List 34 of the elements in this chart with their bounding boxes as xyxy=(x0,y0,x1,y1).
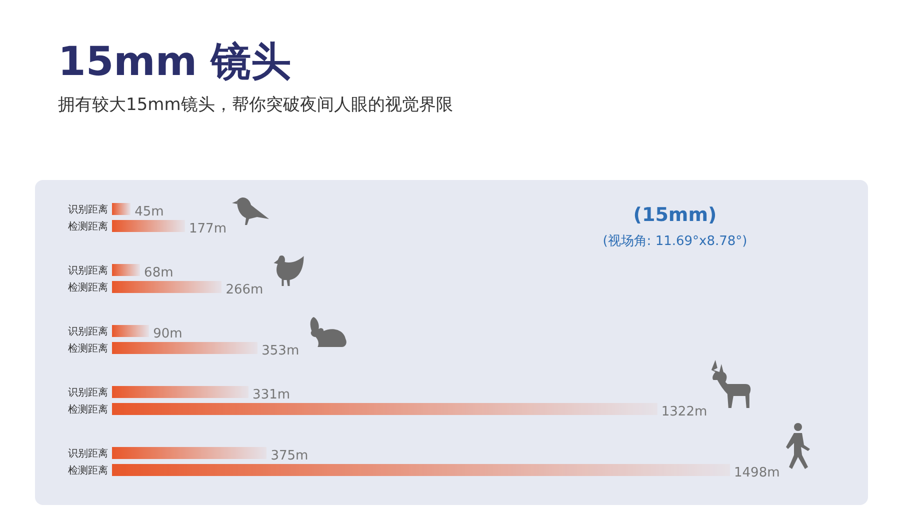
text: 检测距离 xyxy=(68,404,108,416)
text: 识别距离 xyxy=(68,388,108,398)
bar xyxy=(112,386,249,398)
bar xyxy=(112,220,186,232)
data-label: 45m xyxy=(134,204,164,220)
annotation: (视场角: 11.69°x8.78°) xyxy=(602,234,748,249)
chart-subtitle: 拥有较大15mm镜头，帮你突破夜间人眼的视觉界限 xyxy=(58,95,453,115)
data-label: 1498m xyxy=(734,466,780,481)
text: 识别距离 xyxy=(68,266,108,276)
data-label: 1322m xyxy=(661,404,708,420)
bar xyxy=(112,464,730,476)
data-label: 353m xyxy=(262,344,300,359)
chart-title: 15mm 镜头 xyxy=(58,39,291,85)
annotation: (15mm) xyxy=(633,204,717,226)
bar xyxy=(112,281,222,293)
text: 识别距离 xyxy=(68,448,108,460)
bar xyxy=(112,325,150,337)
bar xyxy=(112,403,658,415)
data-label: 331m xyxy=(252,388,290,403)
text: 检测距离 xyxy=(68,344,108,354)
data-label: 90m xyxy=(153,326,182,342)
text: 识别距离 xyxy=(68,326,108,338)
data-label: 266m xyxy=(226,282,264,298)
bar xyxy=(112,342,258,354)
data-label: 177m xyxy=(189,222,227,237)
data-label: 68m xyxy=(144,266,174,281)
data-label: 375m xyxy=(270,448,308,464)
bar xyxy=(112,264,140,276)
series-label: 识别距离 xyxy=(68,204,108,216)
bar xyxy=(112,447,267,459)
series-label: 检测距离 xyxy=(68,220,108,232)
text: 检测距离 xyxy=(68,466,108,476)
bar xyxy=(112,203,131,215)
text: 检测距离 xyxy=(68,282,108,294)
